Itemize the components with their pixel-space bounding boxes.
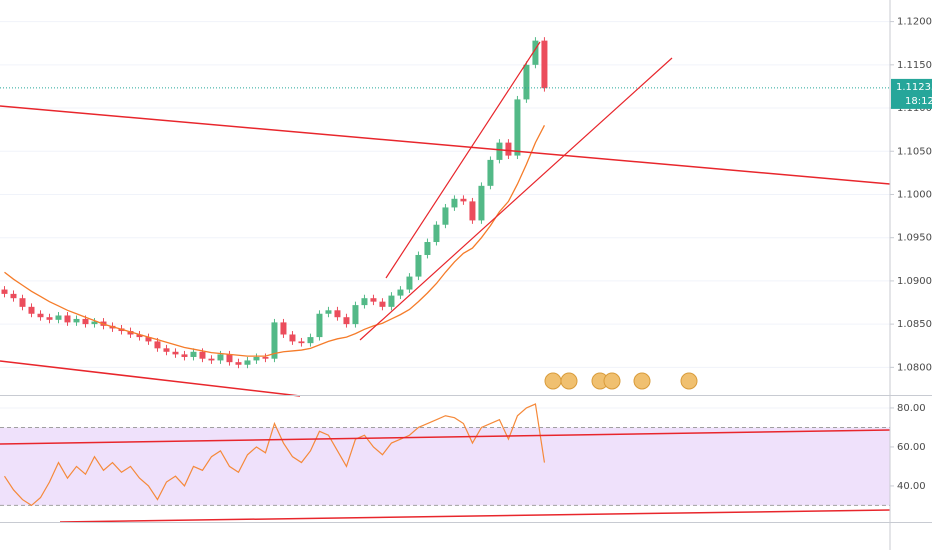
candle-body xyxy=(379,301,386,307)
candle-body xyxy=(415,254,422,277)
axes: 1.08000 1.08500 1.09000 1.09500 1.10000 1.105… xyxy=(890,17,932,492)
candle-body xyxy=(19,298,26,307)
candle-body xyxy=(478,185,485,221)
candle-body xyxy=(154,341,161,349)
y-tick-label: 1.11500 xyxy=(897,60,932,71)
candle-body xyxy=(172,351,179,355)
y-tick-label: 1.12000 xyxy=(897,17,932,28)
event-icon[interactable] xyxy=(680,372,698,390)
candle-body xyxy=(127,331,134,335)
candle-body xyxy=(145,337,152,342)
candle-body xyxy=(208,358,215,361)
last-price-badge xyxy=(891,78,932,109)
rsi-band-layer xyxy=(0,426,890,506)
candle-body xyxy=(424,242,431,255)
candle-body xyxy=(397,289,404,296)
rsi-band xyxy=(0,427,890,506)
candle-body xyxy=(190,351,197,357)
candle-body xyxy=(442,207,449,225)
y-tick-label: 60.00 xyxy=(897,442,926,453)
candle-body xyxy=(82,318,89,325)
trend-line xyxy=(59,509,891,523)
candle-body xyxy=(199,351,206,359)
candle-body xyxy=(28,306,35,314)
y-tick-label: 1.08000 xyxy=(897,362,932,373)
candle-body xyxy=(433,224,440,243)
candle-body xyxy=(523,64,530,100)
candle-body xyxy=(262,356,269,359)
candle-body xyxy=(325,310,332,314)
trend-line xyxy=(0,360,301,397)
event-icon[interactable] xyxy=(603,372,621,390)
y-tick-label: 80.00 xyxy=(897,403,926,414)
candle-body xyxy=(10,293,17,299)
rsi-line xyxy=(3,403,546,507)
candle-body xyxy=(1,289,8,294)
candle-body xyxy=(91,321,98,325)
candle-body xyxy=(316,313,323,338)
candle-body xyxy=(469,201,476,221)
candle-body xyxy=(487,159,494,186)
trend-lines xyxy=(0,41,891,523)
event-icon[interactable] xyxy=(544,372,562,390)
candle-body xyxy=(136,334,143,338)
candle-body xyxy=(55,315,62,320)
candle-body xyxy=(370,298,377,302)
candle-body xyxy=(244,360,251,365)
candle-body xyxy=(514,99,521,156)
candle-body xyxy=(406,276,413,290)
candle-body xyxy=(289,334,296,342)
timer-label: 18:12 xyxy=(905,96,932,107)
candle-body xyxy=(361,298,368,306)
candle-body xyxy=(352,305,359,325)
candle-body xyxy=(181,354,188,357)
candle-body xyxy=(334,310,341,318)
candle-body xyxy=(226,354,233,363)
marks xyxy=(0,37,890,507)
event-icon[interactable] xyxy=(560,372,578,390)
candle-body xyxy=(505,142,512,156)
candle-body xyxy=(37,313,44,318)
candle-body xyxy=(496,142,503,160)
candle-body xyxy=(217,354,224,361)
y-tick-label: 1.09500 xyxy=(897,233,932,244)
candle-body xyxy=(541,40,548,89)
moving-average xyxy=(4,125,546,357)
last-price-label: 1.11233 xyxy=(896,82,932,93)
candle-body xyxy=(235,362,242,365)
candle-body xyxy=(64,315,71,323)
candle-body xyxy=(298,341,305,344)
event-icon[interactable] xyxy=(633,372,651,390)
candle-body xyxy=(163,348,170,352)
y-tick-label: 1.09000 xyxy=(897,276,932,287)
candle-body xyxy=(451,198,458,208)
y-tick-label: 1.10000 xyxy=(897,189,932,200)
candle-body xyxy=(271,322,278,359)
y-tick-label: 1.10500 xyxy=(897,146,932,157)
candle-body xyxy=(460,198,467,202)
candle-body xyxy=(253,356,260,361)
candle-body xyxy=(343,317,350,325)
candle-body xyxy=(388,295,395,307)
candle-body xyxy=(532,40,539,65)
candle-body xyxy=(280,322,287,335)
trend-line xyxy=(359,57,673,341)
trend-line xyxy=(0,105,891,185)
trend-line xyxy=(385,41,541,279)
event-icons xyxy=(544,372,698,390)
candle-body xyxy=(73,318,80,323)
y-tick-label: 40.00 xyxy=(897,481,926,492)
candle-body xyxy=(307,337,314,344)
trend-line xyxy=(0,429,891,445)
y-tick-label: 1.08500 xyxy=(897,319,932,330)
candle-body xyxy=(46,317,53,320)
